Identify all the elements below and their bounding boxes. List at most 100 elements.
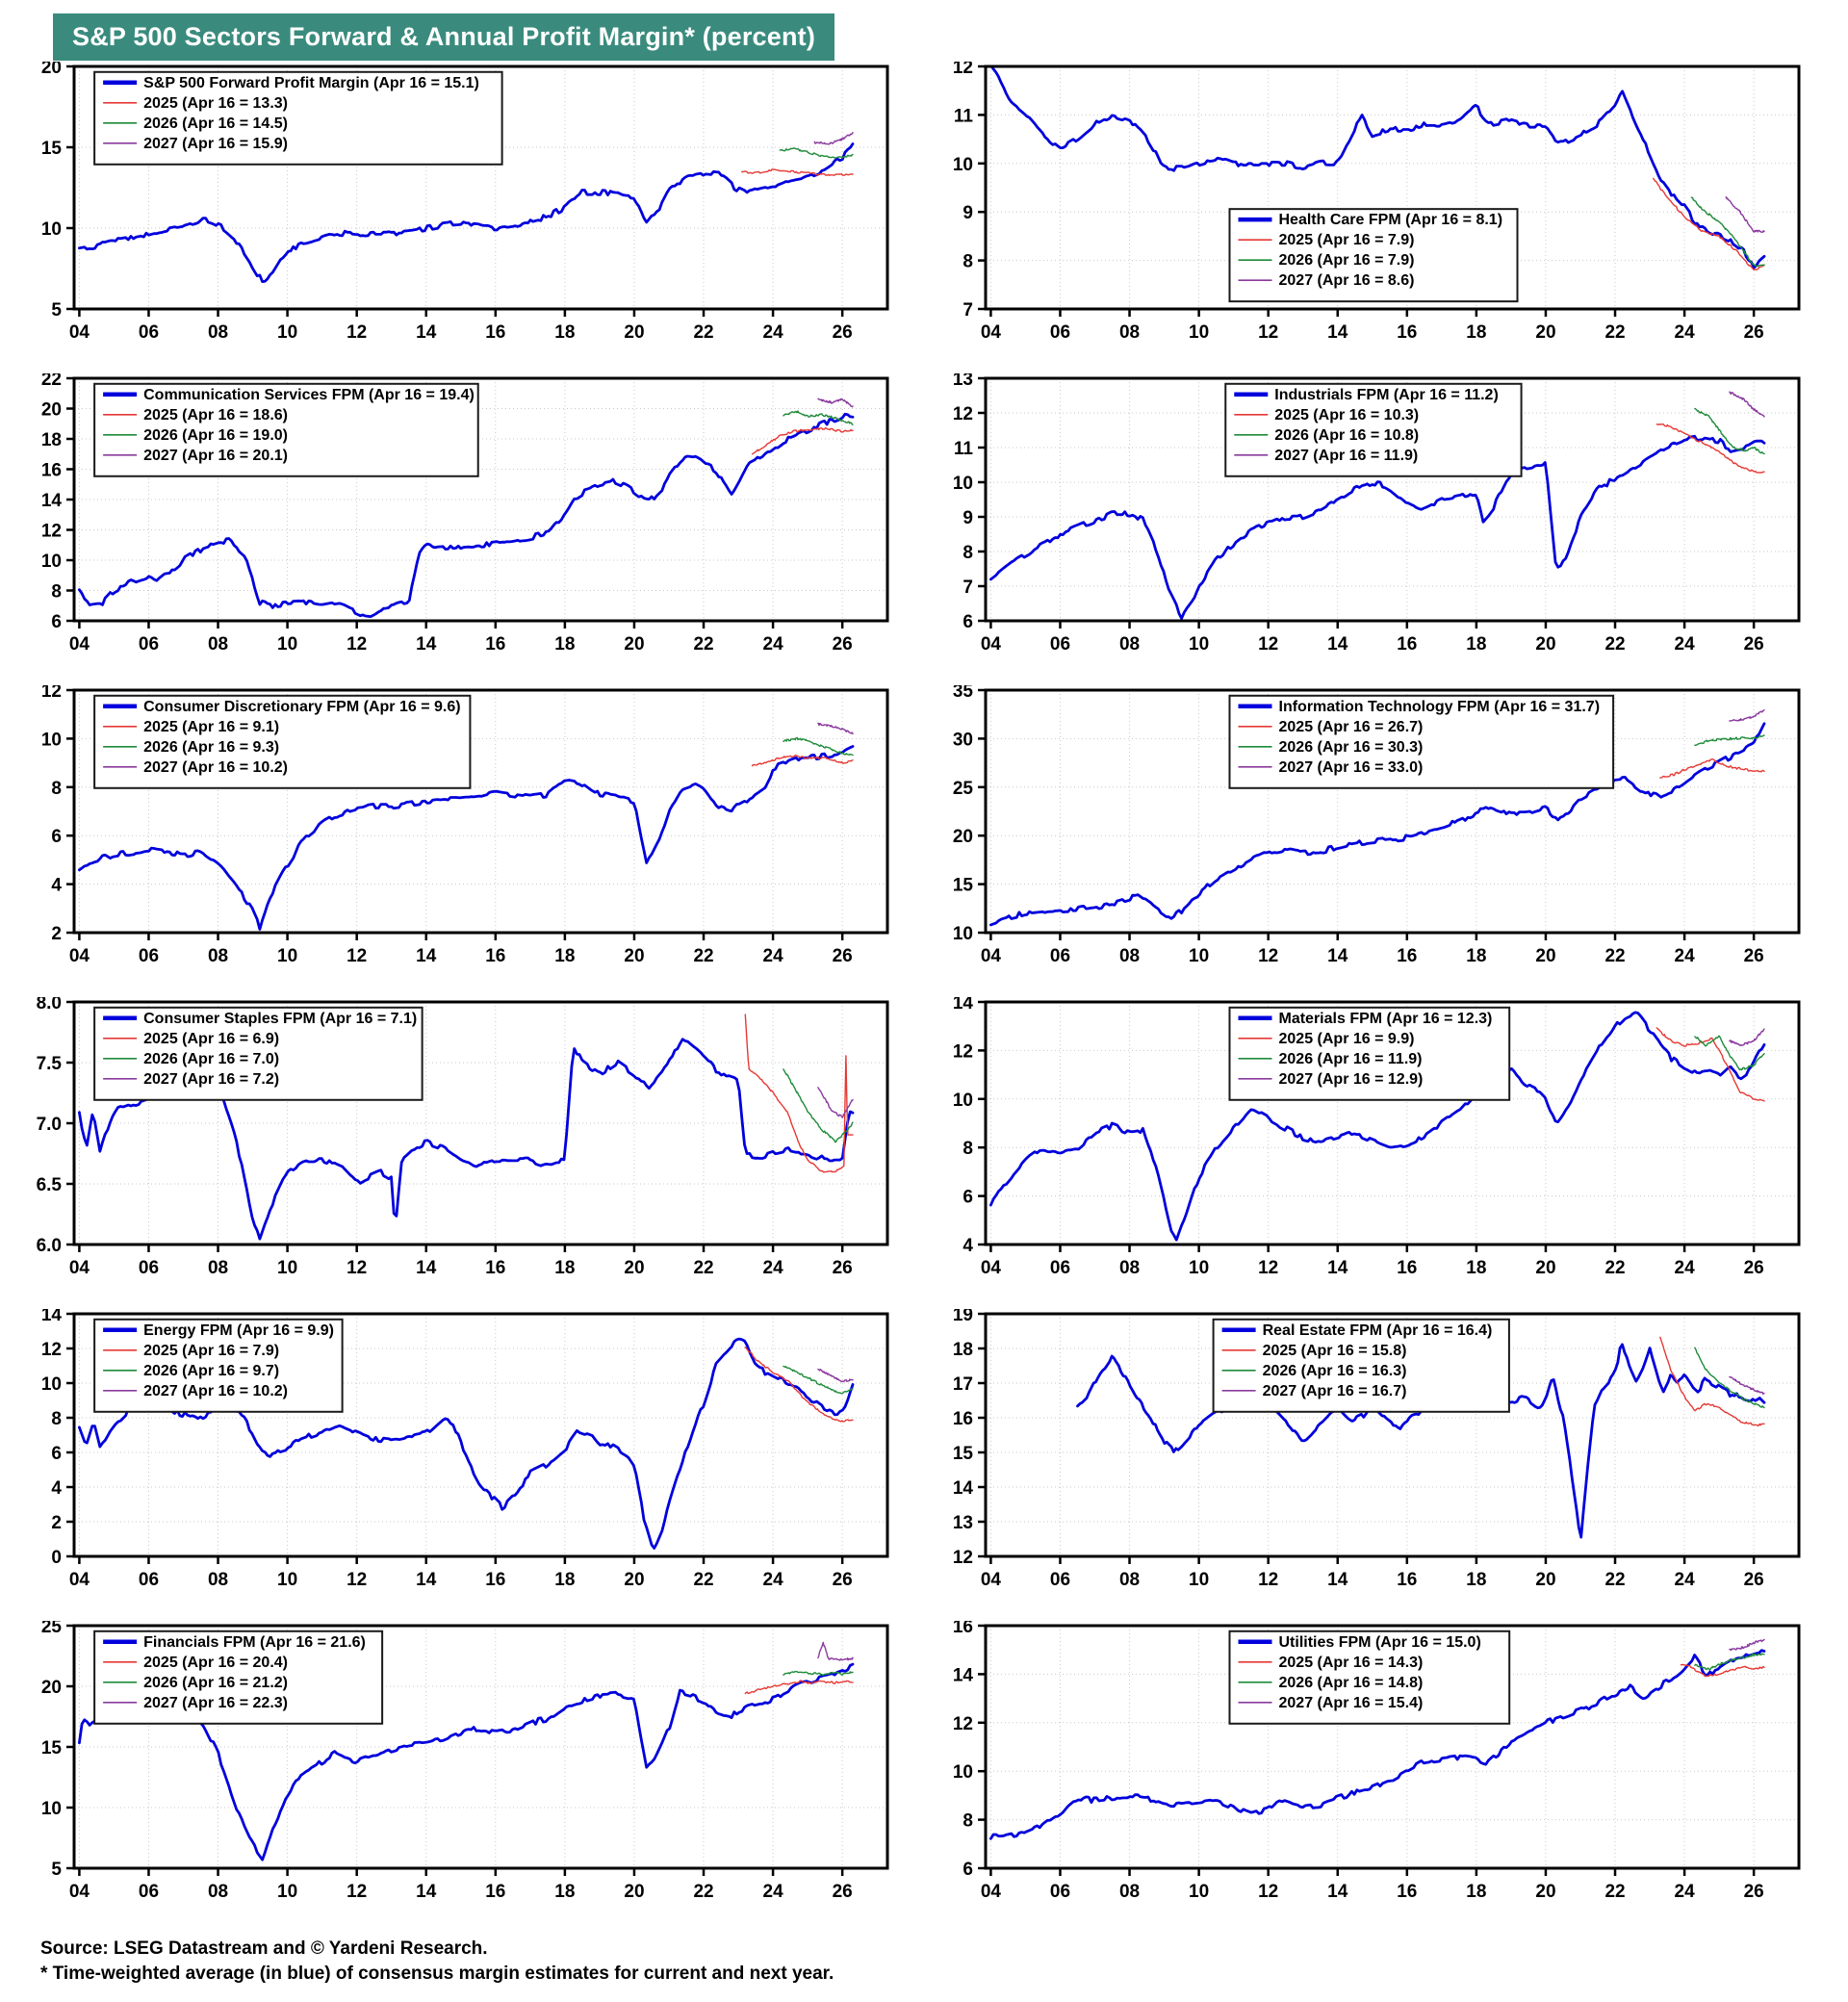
source-note: Source: LSEG Datastream and © Yardeni Re… [40, 1938, 488, 1959]
y-tick-label: 7 [962, 578, 973, 598]
chart-row-1: 04 06 08 10 12 14 16 18 20 22 24 26 5 10 15 20 S&P 500 F… [24, 62, 1807, 346]
legend-industrials: Industrials FPM (Apr 16 = 11.2) 2025 (Apr… [1224, 382, 1523, 477]
x-tick-label: 20 [624, 634, 644, 654]
x-tick-label: 24 [763, 1882, 784, 1902]
x-tick-label: 26 [1744, 322, 1764, 343]
x-tick-label: 26 [1744, 1882, 1764, 1902]
x-tick-label: 04 [69, 1882, 90, 1902]
series-est2025-industrials [1656, 423, 1765, 474]
y-tick-label: 6 [962, 1188, 973, 1208]
y-tick-label: 16 [953, 1621, 973, 1637]
series-est2027-industrials [1729, 391, 1765, 418]
x-tick-label: 22 [693, 1258, 713, 1278]
legend-label-est2027: 2027 (Apr 16 = 10.2) [143, 759, 288, 776]
legend-label-est2025: 2025 (Apr 16 = 9.1) [143, 719, 279, 735]
x-tick-label: 04 [981, 322, 1002, 343]
legend-label-main: Utilities FPM (Apr 16 = 15.0) [1279, 1634, 1481, 1651]
y-tick-label: 10 [953, 1091, 973, 1111]
series-est2026-industrials [1694, 407, 1765, 455]
x-tick-label: 06 [139, 946, 159, 966]
x-tick-label: 14 [1327, 1570, 1348, 1590]
y-tick-label: 18 [41, 430, 62, 450]
y-tick-label: 16 [41, 461, 62, 481]
x-tick-label: 16 [1397, 634, 1417, 654]
series-est2025-information_technology [1659, 758, 1765, 779]
y-tick-label: 10 [953, 1762, 973, 1783]
series-est2026-materials [1694, 1035, 1765, 1071]
series-est2027-materials [1729, 1028, 1765, 1046]
y-tick-label: 10 [953, 155, 973, 175]
y-tick-label: 4 [962, 1236, 973, 1256]
series-est2025-communication_services [751, 426, 854, 455]
legend-label-est2025: 2025 (Apr 16 = 10.3) [1274, 407, 1419, 424]
y-tick-label: 6 [51, 612, 62, 632]
legend-label-est2027: 2027 (Apr 16 = 16.7) [1263, 1383, 1407, 1399]
series-est2025-financials [744, 1680, 854, 1695]
series-main-utilities [989, 1649, 1766, 1840]
y-tick-label: 6.5 [37, 1175, 63, 1195]
y-tick-label: 5 [51, 1860, 62, 1880]
panel-health_care: 04 06 08 10 12 14 16 18 20 22 24 26 7 8 9 10 11 12 Health … [936, 62, 1807, 346]
x-tick-label: 14 [416, 1258, 437, 1278]
x-tick-label: 10 [1189, 1882, 1209, 1902]
series-est2026-health_care [1690, 196, 1765, 268]
y-tick-label: 8 [51, 779, 62, 799]
x-tick-label: 26 [833, 1258, 853, 1278]
series-main-sp500 [78, 142, 855, 283]
legend-label-main: Consumer Discretionary FPM (Apr 16 = 9.6… [143, 699, 460, 715]
y-tick-label: 35 [953, 685, 974, 702]
y-tick-label: 10 [41, 219, 62, 240]
legend-sp500: S&P 500 Forward Profit Margin (Apr 16 = … [93, 70, 503, 166]
x-tick-label: 12 [1258, 1570, 1278, 1590]
legend-label-est2026: 2026 (Apr 16 = 7.9) [1279, 252, 1415, 269]
chart-industrials: 04 06 08 10 12 14 16 18 20 22 24 26 6 7 8 9 10 11 12 13 Indu… [953, 373, 1801, 654]
x-tick-label: 12 [346, 1882, 367, 1902]
legend-label-est2025: 2025 (Apr 16 = 7.9) [143, 1343, 279, 1359]
legend-label-main: Industrials FPM (Apr 16 = 11.2) [1274, 387, 1499, 403]
y-tick-label: 6 [51, 1444, 62, 1464]
series-est2027-real_estate [1729, 1375, 1765, 1395]
legend-label-est2025: 2025 (Apr 16 = 6.9) [143, 1031, 279, 1047]
x-tick-label: 10 [277, 322, 297, 343]
x-tick-label: 06 [1050, 322, 1070, 343]
y-tick-label: 12 [41, 685, 62, 702]
y-tick-label: 15 [953, 1444, 974, 1464]
legend-label-est2026: 2026 (Apr 16 = 21.2) [143, 1675, 288, 1691]
chart-row-2: 04 06 08 10 12 14 16 18 20 22 24 26 6 8 10 12 14 16 18 20 22… [24, 373, 1807, 658]
series-main-financials [78, 1662, 855, 1861]
x-tick-label: 18 [1466, 634, 1486, 654]
y-tick-label: 8 [51, 582, 62, 603]
x-tick-label: 20 [624, 1882, 644, 1902]
chart-health_care: 04 06 08 10 12 14 16 18 20 22 24 26 7 8 9 10 11 12 Health … [953, 62, 1801, 343]
y-tick-label: 20 [953, 827, 973, 847]
x-tick-label: 24 [763, 322, 784, 343]
legend-financials: Financials FPM (Apr 16 = 21.6) 2025 (Apr … [93, 1630, 384, 1725]
legend-label-main: Communication Services FPM (Apr 16 = 19.… [143, 387, 475, 403]
legend-label-main: Real Estate FPM (Apr 16 = 16.4) [1263, 1322, 1493, 1339]
page-title: S&P 500 Sectors Forward & Annual Profit … [53, 13, 835, 61]
series-est2027-consumer_staples [817, 1087, 854, 1118]
x-tick-label: 10 [277, 634, 297, 654]
y-tick-label: 10 [41, 730, 62, 750]
chart-consumer_staples: 04 06 08 10 12 14 16 18 20 22 24 26 6.0 6.5 7.0 7.5 8.0 C… [37, 997, 889, 1278]
y-tick-label: 30 [953, 730, 973, 750]
x-tick-label: 20 [1535, 322, 1555, 343]
panel-industrials: 04 06 08 10 12 14 16 18 20 22 24 26 6 7 8 9 10 11 12 13 Indu… [936, 373, 1807, 658]
x-tick-label: 06 [1050, 1570, 1070, 1590]
y-tick-label: 9 [962, 508, 973, 528]
x-tick-label: 08 [1119, 1882, 1140, 1902]
x-tick-label: 22 [1604, 1570, 1625, 1590]
charts-grid: 04 06 08 10 12 14 16 18 20 22 24 26 5 10 15 20 S&P 500 F… [24, 62, 1807, 1933]
y-tick-label: 17 [953, 1374, 973, 1395]
x-tick-label: 06 [1050, 946, 1070, 966]
x-tick-label: 10 [1189, 1570, 1209, 1590]
legend-label-est2026: 2026 (Apr 16 = 7.0) [143, 1051, 279, 1067]
series-est2025-health_care [1653, 177, 1765, 271]
x-tick-label: 08 [208, 946, 228, 966]
series-main-information_technology [989, 722, 1766, 927]
series-est2027-consumer_discretionary [817, 722, 854, 734]
x-tick-label: 16 [1397, 322, 1417, 343]
legend-label-est2027: 2027 (Apr 16 = 10.2) [143, 1383, 288, 1399]
legend-communication_services: Communication Services FPM (Apr 16 = 19.… [93, 382, 479, 477]
x-tick-label: 24 [763, 634, 784, 654]
